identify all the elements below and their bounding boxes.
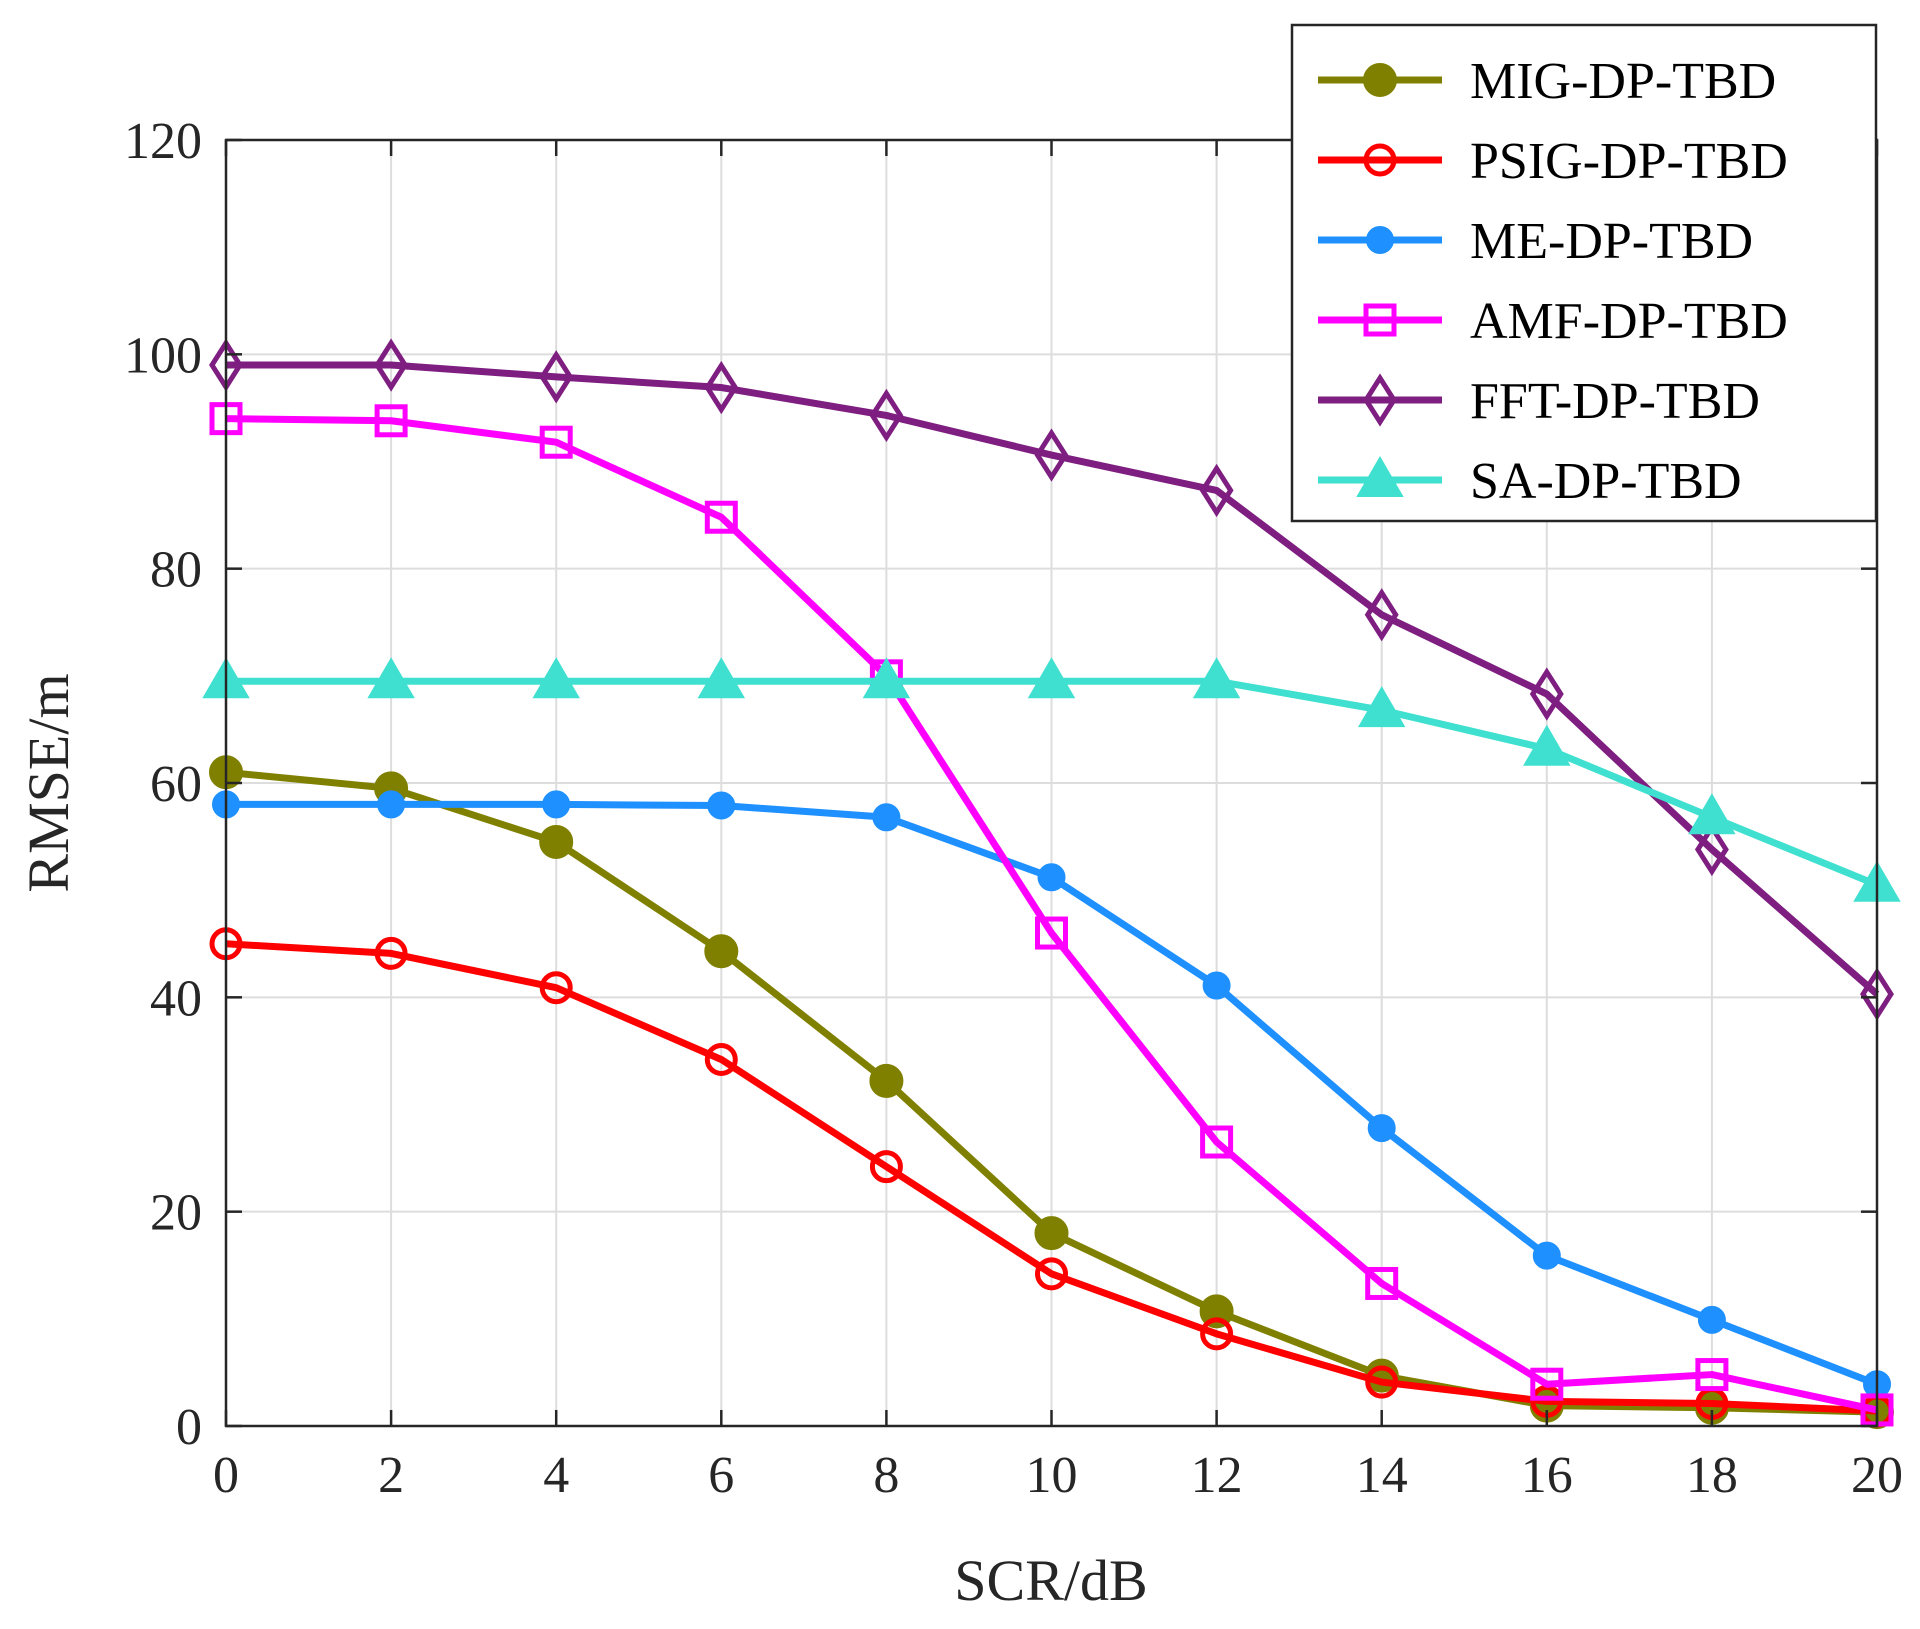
data-point-sa-dp-tbd bbox=[862, 657, 911, 699]
y-tick-label: 60 bbox=[150, 756, 202, 813]
x-tick-label: 10 bbox=[1026, 1447, 1078, 1504]
series-layer bbox=[202, 338, 1901, 1430]
data-point-me-dp-tbd bbox=[1367, 1114, 1396, 1143]
x-tick-label: 4 bbox=[543, 1447, 569, 1504]
y-tick-label: 40 bbox=[150, 970, 202, 1027]
legend-label: AMF-DP-TBD bbox=[1470, 293, 1788, 350]
data-point-me-dp-tbd bbox=[1202, 971, 1231, 1000]
y-tick-label: 0 bbox=[176, 1399, 202, 1456]
legend-label: PSIG-DP-TBD bbox=[1470, 133, 1788, 190]
data-point-me-dp-tbd bbox=[1697, 1305, 1726, 1334]
data-point-amf-dp-tbd bbox=[539, 425, 573, 459]
data-point-sa-dp-tbd bbox=[1192, 657, 1241, 699]
x-tick-label: 18 bbox=[1686, 1447, 1738, 1504]
data-point-amf-dp-tbd bbox=[1035, 916, 1068, 950]
data-point-psig-dp-tbd bbox=[374, 936, 408, 970]
legend-item-fft-dp-tbd: FFT-DP-TBD bbox=[1318, 373, 1760, 430]
legend-item-amf-dp-tbd: AMF-DP-TBD bbox=[1318, 293, 1788, 350]
data-point-amf-dp-tbd bbox=[1365, 1266, 1399, 1300]
legend-label: MIG-DP-TBD bbox=[1470, 53, 1776, 110]
series-fft-dp-tbd bbox=[209, 338, 1894, 1021]
legend-items: MIG-DP-TBD PSIG-DP-TBD ME-DP-TBD AMF-DP-TBD… bbox=[1318, 53, 1788, 510]
data-point-fft-dp-tbd bbox=[704, 360, 739, 415]
data-point-psig-dp-tbd bbox=[869, 1150, 903, 1184]
data-point-me-dp-tbd bbox=[1532, 1241, 1561, 1270]
data-point-me-dp-tbd bbox=[377, 790, 406, 819]
series-sa-dp-tbd bbox=[202, 657, 1901, 902]
data-point-me-dp-tbd bbox=[1037, 863, 1066, 892]
legend-item-me-dp-tbd: ME-DP-TBD bbox=[1318, 213, 1753, 270]
data-point-fft-dp-tbd bbox=[1529, 667, 1564, 721]
data-point-sa-dp-tbd bbox=[1688, 793, 1736, 835]
data-point-amf-dp-tbd bbox=[1695, 1358, 1729, 1392]
y-tick-label: 80 bbox=[150, 542, 202, 599]
data-point-sa-dp-tbd bbox=[1357, 686, 1406, 728]
data-point-psig-dp-tbd bbox=[704, 1042, 738, 1076]
data-point-mig-dp-tbd bbox=[704, 934, 739, 969]
data-point-sa-dp-tbd bbox=[367, 657, 415, 699]
data-point-amf-dp-tbd bbox=[374, 404, 408, 438]
series-line-psig-dp-tbd bbox=[225, 940, 1878, 1415]
data-point-psig-dp-tbd bbox=[539, 971, 573, 1005]
data-point-amf-dp-tbd bbox=[1200, 1125, 1234, 1159]
legend-item-sa-dp-tbd: SA-DP-TBD bbox=[1318, 453, 1742, 510]
data-point-mig-dp-tbd bbox=[539, 824, 574, 859]
data-point-fft-dp-tbd bbox=[1034, 428, 1069, 482]
data-point-me-dp-tbd bbox=[872, 803, 901, 832]
legend-box bbox=[1290, 23, 1878, 523]
data-point-me-dp-tbd bbox=[707, 791, 736, 820]
data-point-psig-dp-tbd bbox=[1200, 1317, 1234, 1351]
data-point-amf-dp-tbd bbox=[1530, 1367, 1564, 1401]
data-point-amf-dp-tbd bbox=[704, 500, 738, 534]
data-point-psig-dp-tbd bbox=[1035, 1257, 1068, 1291]
x-tick-label: 12 bbox=[1191, 1447, 1243, 1504]
data-point-sa-dp-tbd bbox=[1523, 724, 1571, 766]
data-point-sa-dp-tbd bbox=[697, 657, 746, 699]
data-point-fft-dp-tbd bbox=[1199, 463, 1234, 518]
legend-marker bbox=[1366, 226, 1394, 254]
data-point-mig-dp-tbd bbox=[869, 1063, 904, 1098]
x-tick-label: 8 bbox=[873, 1447, 899, 1504]
legend-marker bbox=[1363, 373, 1397, 427]
legend-marker bbox=[1363, 143, 1397, 177]
y-tick-label: 120 bbox=[124, 113, 202, 170]
x-tick-label: 0 bbox=[213, 1447, 239, 1504]
data-point-sa-dp-tbd bbox=[532, 657, 580, 699]
data-point-fft-dp-tbd bbox=[1694, 822, 1729, 877]
x-tick-label: 2 bbox=[378, 1447, 404, 1504]
data-point-psig-dp-tbd bbox=[1365, 1365, 1399, 1399]
tick-labels: 0 2 4 6 8 10 12 14 16 18 20 0 20 40 60 80 100 120 bbox=[124, 113, 1903, 1504]
legend-marker bbox=[1356, 456, 1404, 497]
legend-item-mig-dp-tbd: MIG-DP-TBD bbox=[1318, 53, 1776, 110]
legend-label: ME-DP-TBD bbox=[1470, 213, 1753, 270]
legend: MIG-DP-TBD PSIG-DP-TBD ME-DP-TBD AMF-DP-TBD… bbox=[1290, 23, 1878, 523]
data-point-fft-dp-tbd bbox=[539, 350, 574, 404]
data-point-fft-dp-tbd bbox=[374, 338, 409, 392]
legend-item-psig-dp-tbd: PSIG-DP-TBD bbox=[1318, 133, 1788, 190]
x-tick-label: 16 bbox=[1521, 1447, 1573, 1504]
series-line-amf-dp-tbd bbox=[225, 415, 1878, 1414]
x-tick-label: 6 bbox=[708, 1447, 734, 1504]
y-tick-label: 20 bbox=[150, 1185, 202, 1242]
data-point-fft-dp-tbd bbox=[1364, 588, 1399, 642]
data-point-fft-dp-tbd bbox=[869, 388, 904, 443]
series-line-fft-dp-tbd bbox=[226, 361, 1880, 997]
data-point-mig-dp-tbd bbox=[1199, 1294, 1234, 1329]
x-tick-label: 14 bbox=[1356, 1447, 1408, 1504]
y-tick-label: 100 bbox=[124, 327, 202, 384]
legend-label: FFT-DP-TBD bbox=[1470, 373, 1760, 430]
data-point-me-dp-tbd bbox=[542, 790, 571, 819]
legend-marker bbox=[1363, 63, 1397, 97]
data-point-mig-dp-tbd bbox=[1034, 1216, 1069, 1251]
legend-label: SA-DP-TBD bbox=[1470, 453, 1742, 510]
y-axis-title: RMSE/m bbox=[16, 673, 81, 892]
x-axis-title: SCR/dB bbox=[954, 1548, 1147, 1613]
x-tick-label: 20 bbox=[1851, 1447, 1903, 1504]
data-point-sa-dp-tbd bbox=[1027, 657, 1076, 699]
legend-marker bbox=[1363, 303, 1397, 337]
